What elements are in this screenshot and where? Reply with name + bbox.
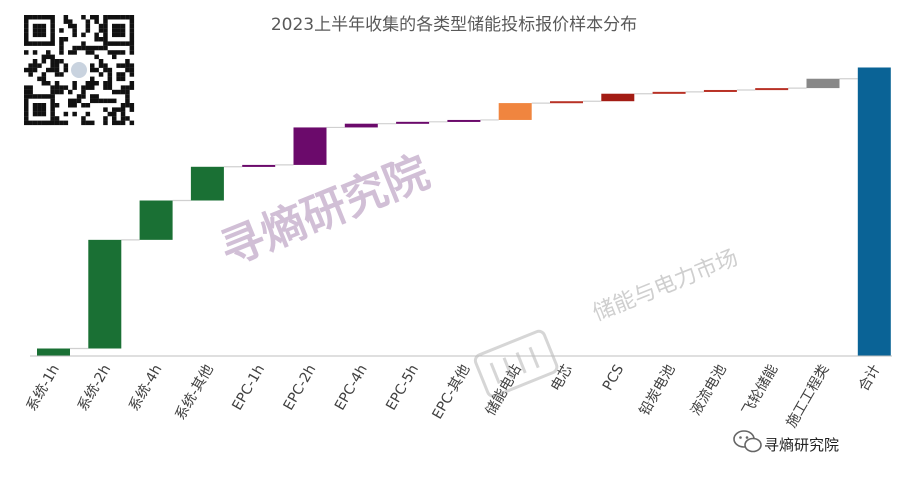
connector-lines: [70, 78, 858, 350]
x-tick-labels: 系统-1h 系统-2h 系统-4h 系统-其他 EPC-1h EPC-2h EPC-4h EP…: [24, 362, 884, 431]
bar-12: [652, 91, 686, 94]
x-tick-label: 系统-2h: [75, 362, 114, 414]
x-tick-label: EPC-4h: [332, 362, 371, 413]
bar-11: [601, 93, 635, 102]
x-tick-label: 系统-其他: [172, 362, 216, 423]
bar-1: [88, 239, 122, 349]
wechat-icon: [733, 430, 762, 453]
x-tick-label: 合计: [856, 362, 884, 394]
watermark-logo-icon: [473, 329, 559, 398]
bar-8: [447, 119, 481, 122]
x-tick-label: 储能电站: [483, 362, 525, 418]
x-tick-label: 系统-4h: [126, 362, 165, 414]
x-tick-label: 铅炭电池: [637, 362, 679, 418]
x-tick-label: EPC-5h: [383, 362, 422, 413]
bar-6: [344, 123, 378, 128]
qr-code-icon: [21, 12, 137, 128]
x-tick-label: 施工工程类: [784, 362, 833, 431]
bar-14: [755, 88, 789, 91]
x-tick-label: 电芯: [548, 362, 576, 394]
watermark-sub: 储能与电力市场: [589, 246, 741, 327]
bar-15: [806, 78, 840, 89]
x-tick-label: 液流电池: [688, 362, 730, 418]
bar-16: [857, 67, 891, 357]
x-tick-label: EPC-其他: [429, 362, 473, 422]
bar-0: [37, 348, 70, 356]
bar-9: [498, 103, 532, 120]
bar-13: [703, 89, 737, 92]
x-tick-label: PCS: [600, 362, 627, 394]
bar-10: [550, 101, 583, 104]
x-tick-label: EPC-1h: [229, 362, 268, 413]
x-tick-label: 飞轮储能: [739, 362, 781, 418]
chart-title: 2023上半年收集的各类型储能投标报价样本分布: [271, 15, 637, 35]
bar-2: [139, 200, 173, 240]
x-tick-label: EPC-2h: [281, 362, 320, 413]
bar-4: [242, 164, 276, 167]
wechat-label: 寻熵研究院: [764, 436, 839, 454]
bar-3: [190, 166, 224, 201]
bar-5: [293, 127, 327, 165]
x-tick-label: 系统-1h: [24, 362, 63, 414]
bar-7: [396, 121, 430, 124]
bars: [37, 67, 891, 357]
